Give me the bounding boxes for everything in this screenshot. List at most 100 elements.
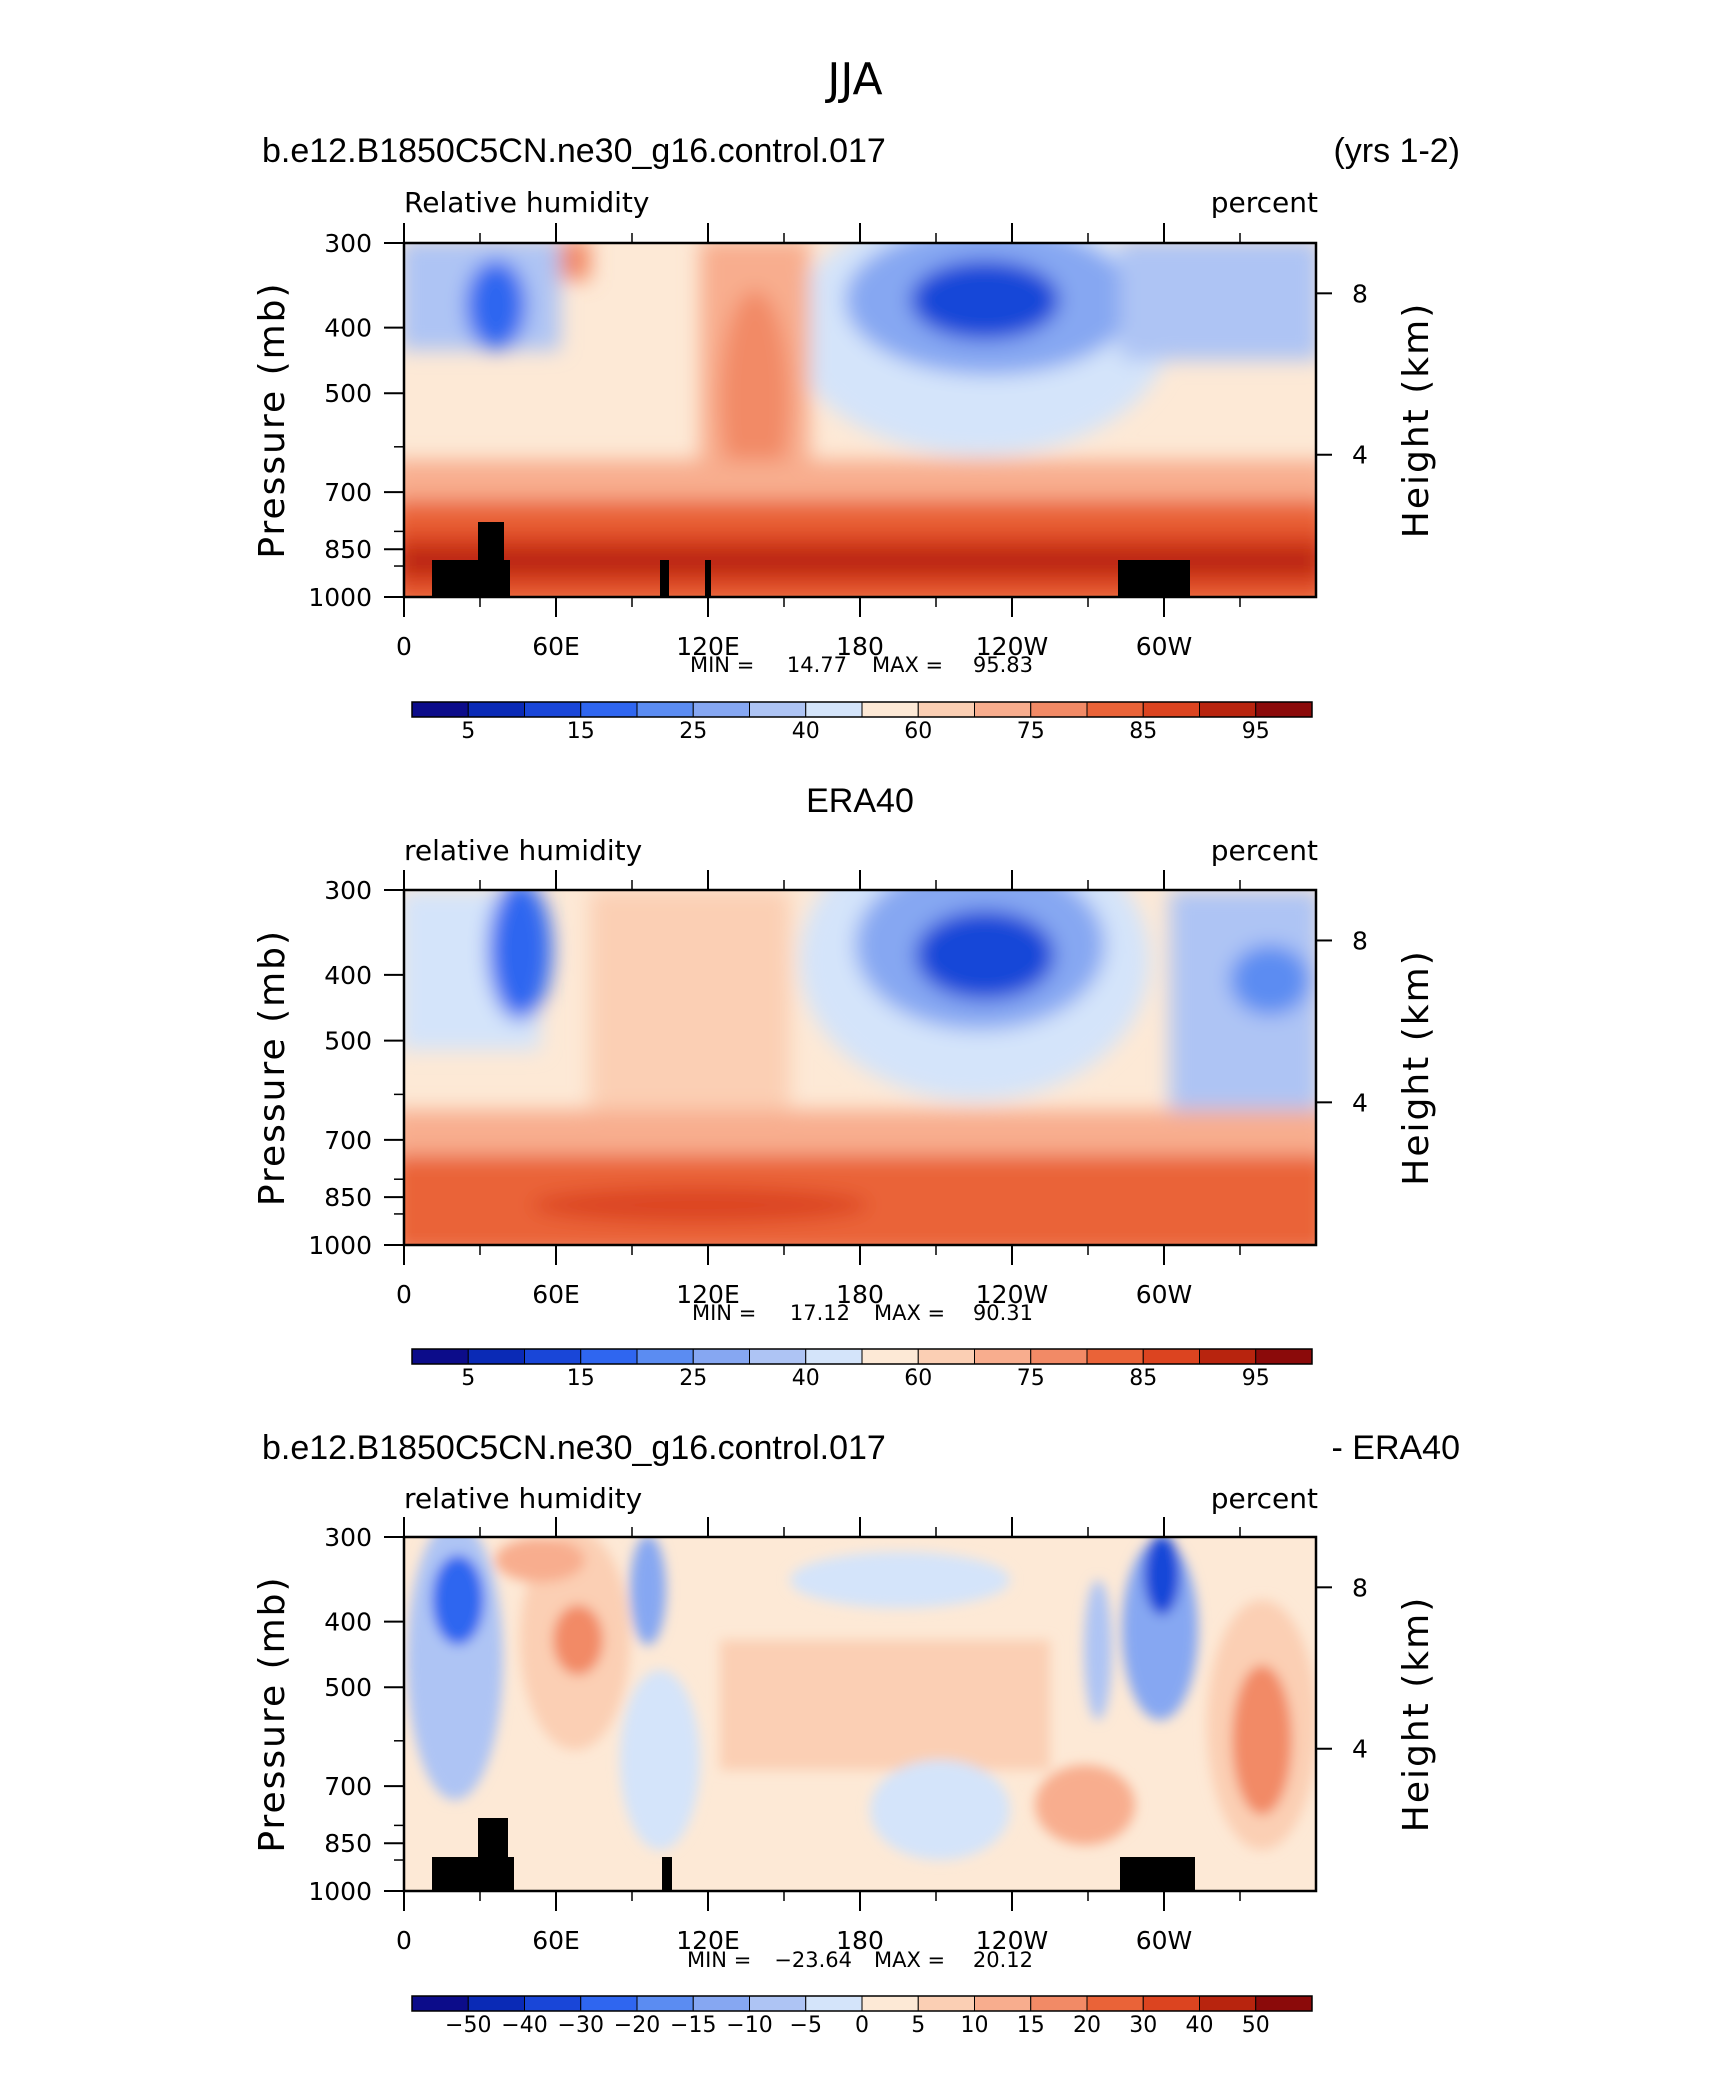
y-axis-label: Pressure (mb) [252, 1575, 293, 1852]
x-tick-label: 60E [532, 1280, 580, 1309]
panel-1-min-value: 14.77 [787, 653, 847, 677]
y-tick-label: 850 [324, 535, 372, 564]
x-tick-label: 120W [976, 632, 1048, 661]
colorbar-swatch [636, 701, 694, 718]
panel-1-units: percent [1211, 186, 1318, 219]
colorbar-swatch [411, 1995, 469, 2012]
colorbar-label: 30 [1129, 2013, 1157, 2038]
p1-dry-core-40e [466, 260, 526, 350]
panel-3-colorbar: −50 −40 −30 −20 −15 −10 −5 0 5 10 15 20 30 40 50 [411, 1995, 1313, 2038]
colorbar-label: 75 [1017, 719, 1045, 744]
p3-neg-80w [1084, 1580, 1112, 1720]
colorbar-frame [411, 1348, 1313, 1365]
colorbar-swatch [580, 1348, 638, 1365]
panel-3-min-label: MIN = [687, 1948, 751, 1972]
colorbar-label: 85 [1129, 719, 1157, 744]
y-tick-label: 400 [324, 1608, 372, 1637]
panel-1-contour-field [404, 243, 1316, 597]
y-tick-label: 400 [324, 961, 372, 990]
height-tick-label: 4 [1352, 1735, 1368, 1764]
p1-moist-40e [560, 243, 590, 280]
panel-2: ERA40 relative humidity percent 30040050… [252, 782, 1437, 1391]
colorbar-swatch [692, 701, 750, 718]
p3-pos-upper-left [495, 1538, 585, 1582]
panel-2-units: percent [1211, 834, 1318, 867]
panel-3-variable: relative humidity [404, 1482, 642, 1515]
panel-3: b.e12.B1850C5CN.ne30_g16.control.017 - E… [252, 1429, 1460, 2038]
colorbar-swatch [692, 1995, 750, 2012]
x-tick-label: 0 [396, 632, 412, 661]
p1-moist-120e-core [720, 290, 790, 510]
y-tick-label: 500 [324, 1673, 372, 1702]
p2-moist-central [590, 890, 790, 1140]
colorbar-swatch [805, 1348, 863, 1365]
panel-1-min-label: MIN = [690, 653, 754, 677]
x-tick-label: 60W [1136, 1280, 1193, 1309]
colorbar-swatch [524, 1348, 582, 1365]
x-tick-label: 180 [836, 1926, 884, 1955]
panel-2-contour-field [404, 890, 1316, 1245]
colorbar-swatch [1030, 701, 1088, 718]
colorbar-swatch [580, 1995, 638, 2012]
p3-neg-lower-pacific [870, 1760, 1010, 1860]
colorbar-swatch [974, 701, 1032, 718]
colorbar-label: −40 [501, 2013, 547, 2038]
colorbar-label: 40 [1186, 2013, 1214, 2038]
y-tick-label: 400 [324, 314, 372, 343]
colorbar-label: 60 [904, 1366, 932, 1391]
colorbar-swatch [749, 1995, 807, 2012]
panel-2-colorbar: 5 15 25 40 60 75 85 95 [411, 1348, 1313, 1391]
colorbar-swatch [1255, 1995, 1313, 2012]
panel-3-case-label: b.e12.B1850C5CN.ne30_g16.control.017 [262, 1429, 886, 1467]
y-tick-label: 300 [324, 229, 372, 258]
p3-pos-60e-core [553, 1605, 603, 1675]
colorbar-swatch [861, 701, 919, 718]
height-tick-label: 4 [1352, 441, 1368, 470]
panel-2-axes: 300 400 500 700 850 1000 8 4 0 60E 120E 180 120W 60W P… [252, 870, 1437, 1309]
colorbar-label: 15 [567, 1366, 595, 1391]
colorbar-label: 5 [461, 1366, 475, 1391]
panel-2-min-value: 17.12 [790, 1301, 850, 1325]
colorbar-label: −5 [790, 2013, 822, 2038]
colorbar-frame [411, 1995, 1313, 2012]
x-tick-label: 180 [836, 632, 884, 661]
colorbar-swatch [1086, 1348, 1144, 1365]
panel-1-case-label-right: (yrs 1-2) [1333, 132, 1460, 170]
p3-pos-100w [1035, 1765, 1135, 1845]
height-axis-label: Height (km) [1396, 302, 1437, 538]
colorbar-swatch [1086, 701, 1144, 718]
panel-1-max-value: 95.83 [973, 653, 1033, 677]
colorbar-swatch [467, 1348, 525, 1365]
colorbar-frame [411, 701, 1313, 718]
colorbar-swatch [917, 701, 975, 718]
panel-2-variable: relative humidity [404, 834, 642, 867]
panel-2-min-label: MIN = [692, 1301, 756, 1325]
p3-neg-110e [620, 1670, 700, 1850]
colorbar-swatch [411, 1348, 469, 1365]
colorbar-label: 50 [1242, 2013, 1270, 2038]
panel-3-max-label: MAX = [874, 1948, 945, 1972]
colorbar-label: 5 [911, 2013, 925, 2038]
colorbar-swatch [805, 1995, 863, 2012]
colorbar-swatch [861, 1995, 919, 2012]
x-tick-label: 180 [836, 1280, 884, 1309]
p2-dry-pacific-core [915, 910, 1055, 1000]
height-axis-label: Height (km) [1396, 1596, 1437, 1832]
y-tick-label: 1000 [308, 1231, 372, 1260]
panel-3-max-value: 20.12 [973, 1948, 1033, 1972]
p2-dry-core-40e [488, 890, 552, 1020]
height-tick-label: 8 [1352, 1573, 1368, 1602]
colorbar-swatch [467, 1995, 525, 2012]
colorbar-swatch [692, 1348, 750, 1365]
colorbar-label: 0 [855, 2013, 869, 2038]
figure-title: JJA [824, 54, 882, 105]
y-tick-label: 300 [324, 1523, 372, 1552]
colorbar-swatch [974, 1995, 1032, 2012]
p1-dry-right [1120, 243, 1316, 360]
x-tick-label: 120W [976, 1926, 1048, 1955]
colorbar-swatch [1142, 701, 1200, 718]
panel-1: b.e12.B1850C5CN.ne30_g16.control.017 (yr… [252, 132, 1460, 744]
colorbar-label: 95 [1242, 719, 1270, 744]
colorbar-swatch [524, 1995, 582, 2012]
panel-1-variable: Relative humidity [404, 186, 649, 219]
